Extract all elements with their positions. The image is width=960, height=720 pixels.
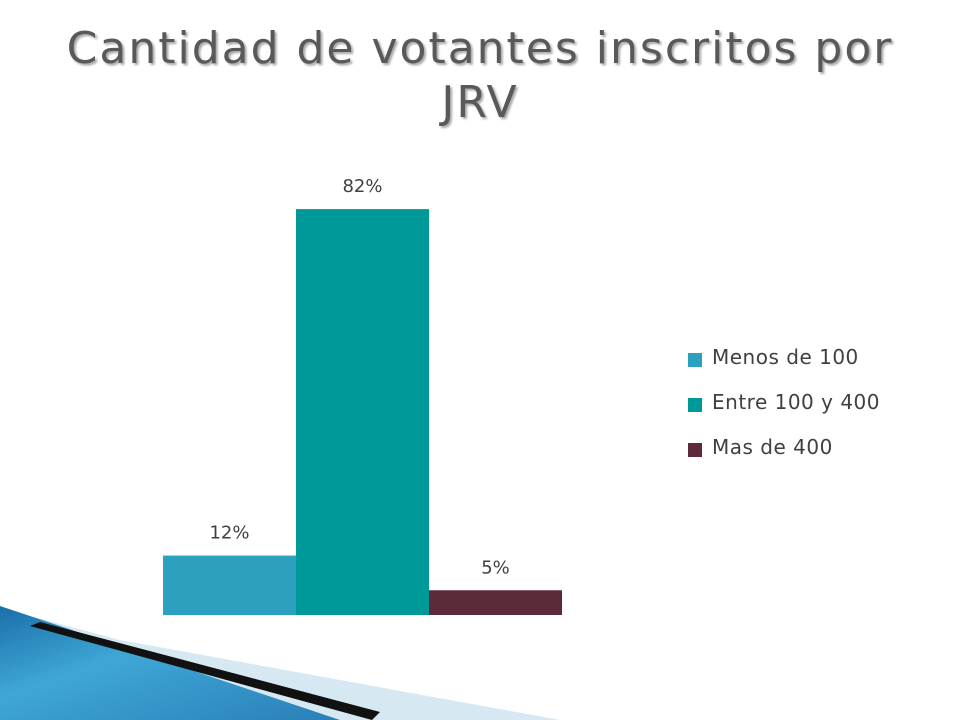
- chart-legend: Menos de 100 Entre 100 y 400 Mas de 400: [688, 334, 880, 469]
- slide-title: Cantidad de votantes inscritos por JRV: [66, 23, 894, 128]
- data-label-3: 5%: [481, 557, 510, 578]
- legend-label: Entre 100 y 400: [712, 389, 880, 414]
- data-label-2: 82%: [342, 176, 382, 197]
- data-label-1: 12%: [209, 523, 249, 544]
- decor-dark-line: [30, 622, 380, 720]
- legend-item-mas-de-400: Mas de 400: [688, 424, 880, 469]
- bar-3: [429, 590, 562, 615]
- bar-2: [296, 209, 429, 615]
- legend-swatch: [688, 442, 702, 457]
- legend-label: Mas de 400: [712, 434, 833, 459]
- legend-swatch: [688, 352, 702, 367]
- bar-1: [163, 555, 296, 615]
- legend-swatch: [688, 397, 702, 412]
- legend-item-menos-de-100: Menos de 100: [688, 334, 880, 379]
- legend-label: Menos de 100: [712, 344, 859, 369]
- legend-item-entre-100-y-400: Entre 100 y 400: [688, 379, 880, 424]
